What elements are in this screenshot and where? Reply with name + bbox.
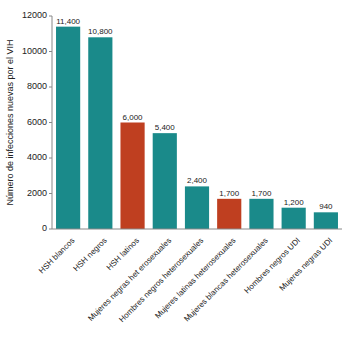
y-tick <box>49 158 52 159</box>
y-tick <box>49 193 52 194</box>
bars <box>56 27 338 229</box>
y-tick <box>49 229 52 230</box>
bar <box>120 123 144 230</box>
y-tick-label: 4000 <box>27 152 47 162</box>
y-axis-label: Número de infecciones nuevas por el VIH <box>5 39 15 205</box>
bar <box>217 199 241 229</box>
data-label: 10,800 <box>88 27 113 36</box>
data-label: 940 <box>319 202 333 211</box>
data-label: 1,700 <box>251 189 272 198</box>
y-tick-label: 12000 <box>22 10 47 20</box>
bar <box>88 37 112 229</box>
data-label: 5,400 <box>155 123 176 132</box>
y-tick-label: 6000 <box>27 117 47 127</box>
bar <box>56 27 80 229</box>
y-tick-label: 10000 <box>22 46 47 56</box>
data-label: 1,700 <box>219 189 240 198</box>
bar <box>153 133 177 229</box>
x-axis-line <box>52 229 342 230</box>
data-label: 6,000 <box>123 113 144 122</box>
chart: 0 2000 4000 6000 8000 10000 12000 HSH blancosHS… <box>0 0 350 337</box>
x-tick-label: Hombres negros UDI <box>243 236 302 295</box>
y-tick <box>49 87 52 88</box>
bar <box>282 208 306 229</box>
data-label: 1,200 <box>284 198 305 207</box>
x-tick-label: HSH negros <box>72 236 109 273</box>
x-tick-label: Mujeres negras UDI <box>278 236 335 293</box>
x-tick-label: HSH blancos <box>37 236 76 275</box>
y-tick <box>49 122 52 123</box>
y-tick-label: 0 <box>42 223 47 233</box>
y-tick-label: 8000 <box>27 81 47 91</box>
data-label: 2,400 <box>187 176 208 185</box>
y-tick <box>49 16 52 17</box>
bar <box>314 212 338 229</box>
y-tick-label: 2000 <box>27 188 47 198</box>
y-tick <box>49 51 52 52</box>
data-label: 11,400 <box>56 17 80 26</box>
bar <box>249 199 273 229</box>
bar <box>185 186 209 229</box>
